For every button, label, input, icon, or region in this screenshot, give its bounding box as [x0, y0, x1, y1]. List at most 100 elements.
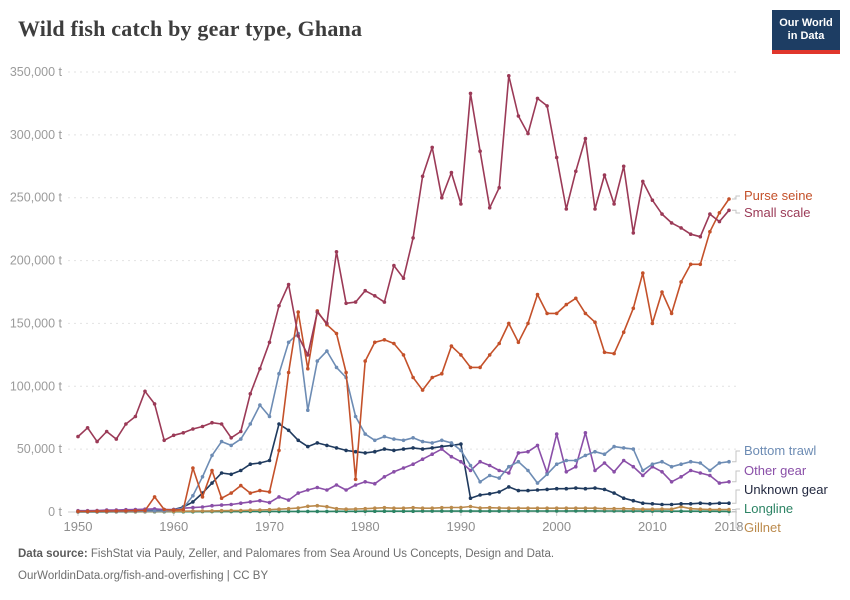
- data-point[interactable]: [219, 422, 224, 426]
- data-point[interactable]: [612, 444, 616, 449]
- data-point[interactable]: [583, 486, 588, 491]
- data-point[interactable]: [708, 507, 712, 512]
- data-point[interactable]: [507, 485, 511, 489]
- data-point[interactable]: [219, 496, 224, 501]
- data-point[interactable]: [306, 444, 310, 449]
- data-point[interactable]: [535, 481, 540, 485]
- data-point[interactable]: [526, 449, 530, 454]
- data-point[interactable]: [373, 481, 377, 486]
- data-point[interactable]: [583, 136, 588, 141]
- data-point[interactable]: [191, 466, 195, 470]
- data-point[interactable]: [459, 353, 463, 357]
- data-point[interactable]: [459, 448, 463, 453]
- data-point[interactable]: [430, 452, 435, 457]
- data-point[interactable]: [449, 344, 454, 348]
- data-point[interactable]: [392, 470, 396, 474]
- data-point[interactable]: [363, 288, 368, 293]
- data-point[interactable]: [420, 439, 425, 444]
- data-point[interactable]: [76, 509, 80, 514]
- data-point[interactable]: [306, 509, 310, 514]
- data-point[interactable]: [401, 438, 406, 443]
- data-point[interactable]: [612, 202, 616, 206]
- data-point[interactable]: [325, 443, 329, 448]
- data-point[interactable]: [440, 509, 444, 513]
- data-point[interactable]: [325, 504, 329, 509]
- data-point[interactable]: [545, 506, 549, 511]
- data-point[interactable]: [497, 509, 502, 513]
- data-point[interactable]: [229, 508, 233, 513]
- data-point[interactable]: [574, 458, 578, 463]
- data-point[interactable]: [200, 505, 205, 509]
- data-point[interactable]: [143, 389, 147, 394]
- data-point[interactable]: [583, 509, 588, 513]
- data-point[interactable]: [526, 321, 530, 326]
- data-point[interactable]: [76, 434, 80, 439]
- data-point[interactable]: [497, 341, 502, 346]
- data-point[interactable]: [392, 506, 396, 511]
- data-point[interactable]: [277, 448, 281, 453]
- data-point[interactable]: [229, 491, 233, 495]
- data-point[interactable]: [660, 459, 664, 464]
- data-point[interactable]: [660, 470, 664, 474]
- data-point[interactable]: [631, 464, 636, 469]
- data-point[interactable]: [344, 488, 348, 492]
- data-point[interactable]: [612, 351, 616, 356]
- data-point[interactable]: [593, 506, 597, 511]
- data-point[interactable]: [449, 509, 454, 513]
- data-point[interactable]: [181, 507, 186, 512]
- data-point[interactable]: [95, 509, 99, 513]
- data-point[interactable]: [698, 461, 703, 465]
- data-point[interactable]: [363, 432, 368, 436]
- data-point[interactable]: [727, 480, 731, 484]
- data-point[interactable]: [85, 509, 90, 514]
- data-point[interactable]: [574, 506, 578, 511]
- data-point[interactable]: [449, 170, 454, 175]
- data-point[interactable]: [487, 492, 492, 496]
- data-point[interactable]: [392, 509, 396, 513]
- data-point[interactable]: [593, 509, 597, 513]
- data-point[interactable]: [373, 340, 377, 345]
- data-point[interactable]: [631, 498, 636, 503]
- data-point[interactable]: [621, 496, 626, 501]
- data-point[interactable]: [554, 432, 559, 436]
- data-point[interactable]: [679, 462, 683, 467]
- data-point[interactable]: [373, 438, 377, 443]
- data-point[interactable]: [487, 505, 492, 510]
- data-point[interactable]: [210, 468, 214, 473]
- data-point[interactable]: [507, 74, 511, 78]
- data-point[interactable]: [286, 509, 291, 514]
- data-point[interactable]: [583, 506, 588, 511]
- data-point[interactable]: [277, 422, 281, 426]
- data-point[interactable]: [621, 330, 626, 335]
- data-point[interactable]: [239, 468, 243, 473]
- data-point[interactable]: [248, 508, 253, 512]
- data-point[interactable]: [363, 359, 368, 363]
- data-point[interactable]: [727, 507, 731, 512]
- data-point[interactable]: [516, 506, 521, 511]
- data-point[interactable]: [631, 306, 636, 311]
- data-point[interactable]: [545, 104, 549, 108]
- data-point[interactable]: [373, 509, 377, 513]
- data-point[interactable]: [382, 447, 387, 451]
- data-point[interactable]: [478, 509, 482, 513]
- data-point[interactable]: [344, 370, 348, 375]
- data-point[interactable]: [660, 212, 664, 216]
- data-point[interactable]: [411, 462, 415, 467]
- data-point[interactable]: [516, 459, 521, 464]
- data-point[interactable]: [660, 290, 664, 294]
- data-point[interactable]: [593, 320, 597, 325]
- data-point[interactable]: [698, 234, 703, 239]
- data-point[interactable]: [306, 408, 310, 413]
- data-point[interactable]: [363, 506, 368, 511]
- data-point[interactable]: [660, 507, 664, 511]
- data-point[interactable]: [468, 496, 473, 501]
- data-point[interactable]: [459, 505, 463, 510]
- data-point[interactable]: [641, 179, 645, 184]
- data-point[interactable]: [191, 509, 195, 513]
- data-point[interactable]: [554, 506, 559, 511]
- data-point[interactable]: [574, 464, 578, 469]
- data-point[interactable]: [401, 506, 406, 511]
- footer-link-line[interactable]: OurWorldinData.org/fish-and-overfishing …: [18, 570, 269, 583]
- data-point[interactable]: [602, 506, 607, 511]
- data-point[interactable]: [688, 509, 693, 513]
